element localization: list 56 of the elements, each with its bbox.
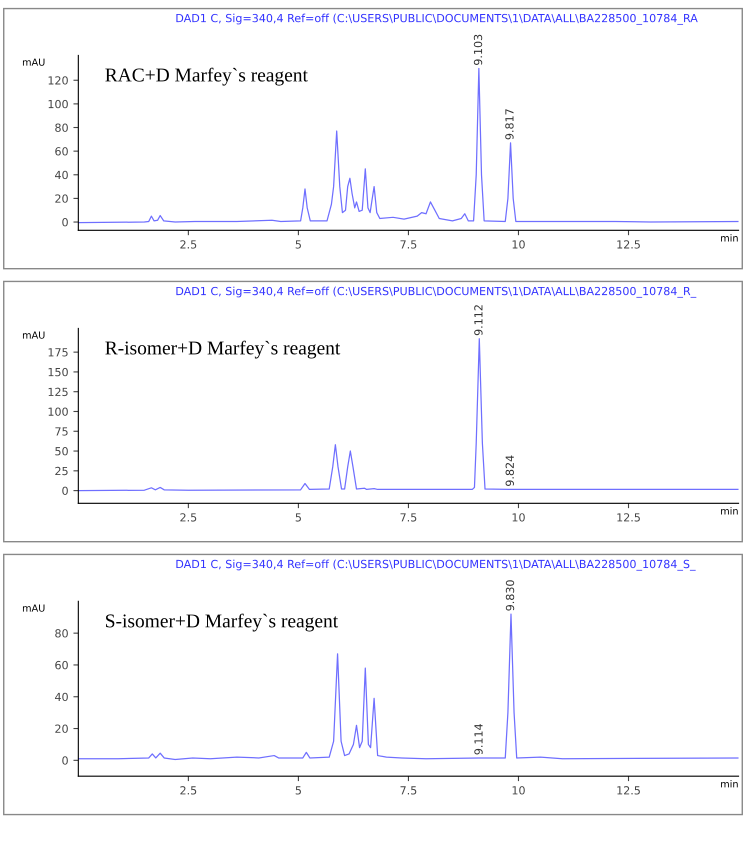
x-tick-label: 5 xyxy=(296,786,301,795)
x-tick-label: 2.5 xyxy=(180,513,196,522)
line-series xyxy=(78,613,739,760)
line-series xyxy=(78,338,739,492)
y-tick-label: 100 xyxy=(48,407,68,416)
annotation: RAC+D Marfey`s reagent xyxy=(105,68,308,86)
x-tick-label: 7.5 xyxy=(400,786,416,795)
x-tick-label: 7.5 xyxy=(400,240,416,249)
y-tick-label: 175 xyxy=(48,348,68,357)
line-series xyxy=(78,68,739,224)
y-tick-label: 80 xyxy=(55,629,68,638)
x-tick-label: 2.5 xyxy=(180,240,196,249)
chart-title: DAD1 C, Sig=340,4 Ref=off (C:\USERS\PUBLIC\DOCUMENTS\1\DATA\ALL\BA228500_10784_RA xyxy=(176,14,698,25)
y-tick-label: 20 xyxy=(55,724,68,733)
x-tick-label: 7.5 xyxy=(400,513,416,522)
x-tick-label: 12.5 xyxy=(617,786,640,795)
y-tick-label: 0 xyxy=(62,218,68,226)
x-tick-label: 10 xyxy=(512,786,525,795)
y-axis-title: mAU xyxy=(22,332,44,339)
y-tick-label: 40 xyxy=(55,692,68,702)
annotation: 9.103 xyxy=(474,34,482,65)
y-tick-label: 100 xyxy=(48,100,68,108)
x-tick-label: 12.5 xyxy=(617,240,640,249)
annotation: 9.114 xyxy=(474,724,483,754)
y-tick-label: 0 xyxy=(62,486,68,495)
y-tick-label: 25 xyxy=(55,466,68,476)
y-tick-label: 125 xyxy=(48,388,68,396)
y-tick-label: 75 xyxy=(55,427,68,436)
x-axis-title: min xyxy=(721,234,738,242)
x-tick-label: 2.5 xyxy=(180,786,196,795)
annotation: 9.824 xyxy=(506,455,514,486)
annotation: 9.817 xyxy=(505,109,514,140)
y-axis-title: mAU xyxy=(22,58,44,66)
x-axis-title: min xyxy=(721,780,738,788)
x-tick-label: 12.5 xyxy=(617,513,640,522)
annotation: 9.112 xyxy=(474,305,483,336)
x-tick-label: 5 xyxy=(296,513,301,522)
y-tick-label: 20 xyxy=(55,194,68,203)
x-tick-label: 10 xyxy=(512,240,525,249)
annotation: 9.830 xyxy=(506,580,514,611)
chart-title: DAD1 C, Sig=340,4 Ref=off (C:\USERS\PUBLIC\DOCUMENTS\1\DATA\ALL\BA228500_10784_R_ xyxy=(176,286,696,298)
y-tick-label: 60 xyxy=(55,147,68,156)
y-tick-label: 150 xyxy=(48,368,68,376)
y-tick-label: 80 xyxy=(55,123,68,132)
y-tick-label: 120 xyxy=(48,76,68,85)
x-tick-label: 5 xyxy=(296,240,301,249)
annotation: R-isomer+D Marfey`s reagent xyxy=(105,340,340,359)
y-tick-label: 0 xyxy=(62,756,68,765)
annotation: S-isomer+D Marfey`s reagent xyxy=(106,614,338,632)
y-tick-label: 50 xyxy=(55,447,68,456)
y-tick-label: 40 xyxy=(55,170,68,180)
x-tick-label: 10 xyxy=(512,513,525,522)
x-axis-title: min xyxy=(721,507,738,514)
y-tick-label: 60 xyxy=(55,660,68,670)
chart-title: DAD1 C, Sig=340,4 Ref=off (C:\USERS\PUBLIC\DOCUMENTS\1\DATA\ALL\BA228500_10784_S_ xyxy=(176,560,696,571)
y-axis-title: mAU xyxy=(22,604,44,612)
